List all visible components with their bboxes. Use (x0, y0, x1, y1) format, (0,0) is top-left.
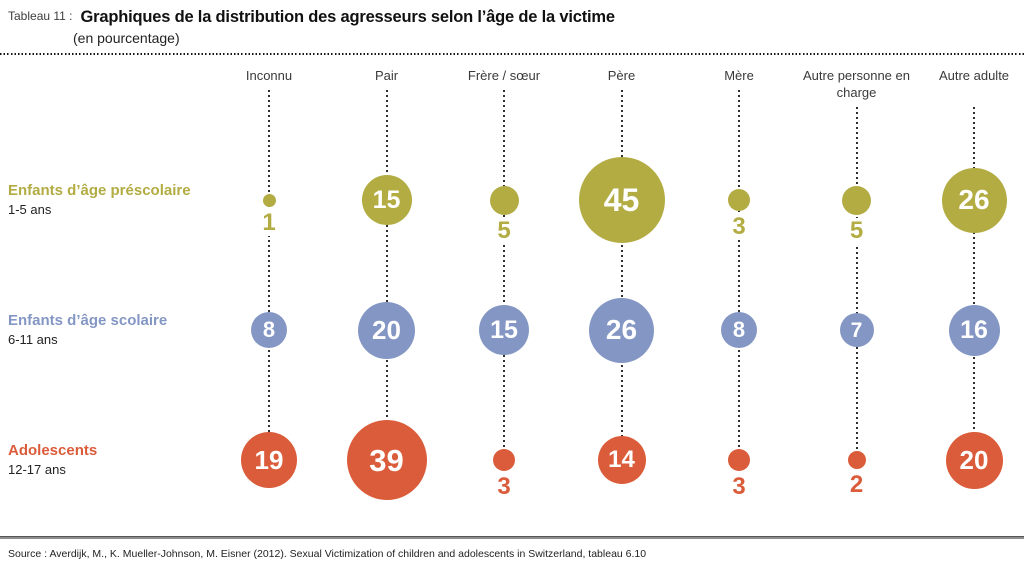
bubble-12-17ans-col2: 39 (346, 420, 427, 500)
bubble-1-5ans-col5 (728, 189, 750, 211)
bubble-value: 5 (493, 217, 515, 244)
bubble-6-11ans-col5: 8 (721, 312, 757, 348)
figure-subtitle: (en pourcentage) (73, 30, 180, 46)
bubble-12-17ans-col4: 14 (597, 436, 646, 484)
row-label-age-range: 6-11 ans (8, 331, 58, 347)
row-label-age-range: 1-5 ans (8, 201, 52, 217)
bubble-value: 45 (603, 182, 640, 218)
figure-title: Graphiques de la distribution des agress… (80, 8, 616, 26)
column-dotted-line (973, 107, 975, 462)
bubble-12-17ans-col1: 19 (241, 432, 297, 488)
bubble-value: 15 (372, 185, 401, 214)
column-dotted-line (385, 90, 388, 462)
bubble-1-5ans-col1 (262, 193, 276, 207)
column-dotted-line (855, 107, 858, 462)
bubble-value: 8 (732, 317, 746, 342)
bubble-value: 14 (608, 446, 635, 473)
bubble-value: 20 (959, 445, 989, 475)
row-label-name: Enfants d’âge préscolaire (8, 182, 191, 199)
table-label: Tableau 11 : (8, 9, 73, 23)
bubble-6-11ans-col4: 26 (589, 297, 654, 363)
bubble-chart: Inconnu Pair Frère / sœur Père Mère Autre per… (8, 68, 1010, 500)
bubble-value: 26 (958, 184, 990, 215)
bubble-value: 20 (372, 315, 401, 345)
column-dotted-line (268, 90, 270, 462)
column-header-4: Père (607, 68, 636, 83)
bubble-1-5ans-col2: 15 (361, 175, 412, 225)
bubble-value: 5 (845, 217, 868, 244)
bubble-12-17ans-col3 (493, 449, 515, 471)
bubble-value: 3 (728, 474, 750, 500)
column-dotted-line (503, 90, 505, 462)
row-label-name: Enfants d’âge scolaire (8, 312, 168, 329)
bubble-value: 19 (254, 445, 284, 475)
row-label-1: Enfants d’âge préscolaire 1-5 ans (8, 182, 191, 218)
column-header-3: Frère / sœur (467, 68, 541, 83)
bubble-6-11ans-col7: 16 (948, 304, 1000, 356)
top-divider (0, 53, 1024, 55)
bubble-1-5ans-col4: 45 (578, 157, 665, 243)
figure-header: Tableau 11 : Graphiques de la distributio… (8, 8, 615, 27)
bubble-6-11ans-col3: 15 (479, 305, 529, 355)
bubble-value: 8 (262, 317, 276, 342)
bubble-value: 16 (960, 315, 988, 344)
bubble-value: 3 (493, 474, 515, 500)
bubble-1-5ans-col3 (489, 185, 519, 215)
row-label-age-range: 12-17 ans (8, 461, 66, 477)
source-note: Source : Averdijk, M., K. Mueller-Johnso… (8, 548, 647, 560)
column-header-1: Inconnu (245, 68, 293, 83)
bubble-12-17ans-col5 (728, 449, 750, 471)
row-label-3: Adolescents 12-17 ans (8, 442, 97, 478)
column-dotted-line (620, 90, 623, 462)
column-header-2: Pair (374, 68, 399, 83)
bubble-value: 3 (728, 214, 750, 240)
bubble-6-11ans-col2: 20 (358, 301, 415, 359)
bubble-1-5ans-col7: 26 (941, 167, 1007, 233)
bubble-value: 15 (490, 315, 518, 344)
column-header-5: Mère (724, 68, 754, 83)
bubble-6-11ans-col1: 8 (251, 312, 287, 348)
row-label-2: Enfants d’âge scolaire 6-11 ans (8, 312, 167, 348)
column-header-6: Autre personne en charge (803, 68, 910, 100)
bubble-1-5ans-col6 (842, 185, 871, 215)
bubble-12-17ans-col6 (847, 451, 866, 469)
bubble-value: 39 (369, 442, 404, 478)
bubble-value: 7 (850, 318, 863, 342)
row-label-name: Adolescents (8, 442, 98, 459)
bubble-value: 26 (605, 314, 638, 345)
column-dotted-line (738, 90, 740, 462)
bubble-value: 1 (258, 209, 280, 236)
bubble-12-17ans-col7: 20 (945, 431, 1003, 489)
bottom-divider (0, 536, 1024, 539)
column-header-7: Autre adulte (938, 68, 1010, 83)
bubble-value: 2 (845, 472, 868, 498)
bubble-6-11ans-col6: 7 (839, 313, 874, 347)
